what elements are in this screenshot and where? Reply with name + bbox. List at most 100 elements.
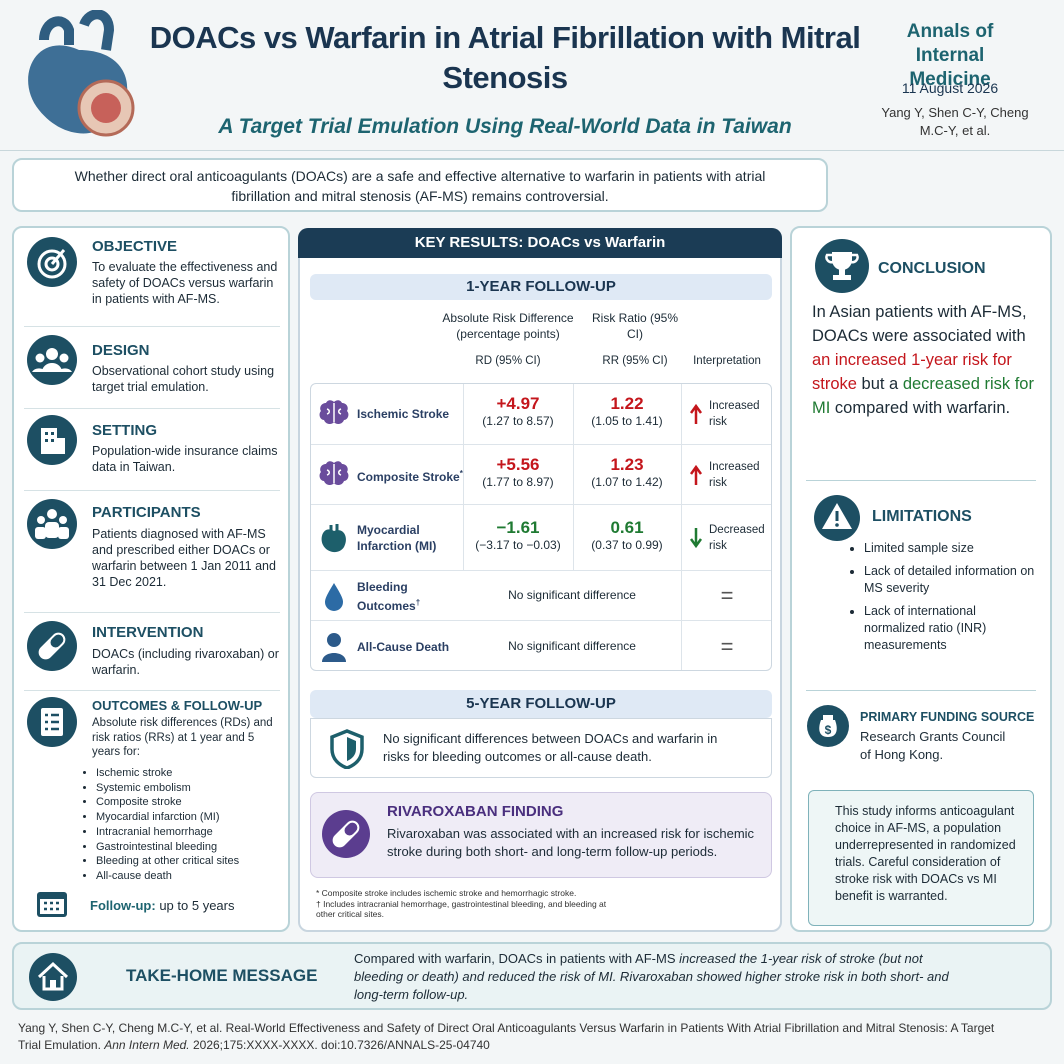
citation: Yang Y, Shen C-Y, Cheng M.C-Y, et al. Re… bbox=[18, 1020, 1018, 1054]
interpretation: Increased risk bbox=[709, 400, 760, 428]
divider bbox=[681, 445, 682, 505]
divider bbox=[0, 150, 1064, 151]
outcome-item: Ischemic stroke bbox=[96, 766, 296, 781]
divider bbox=[681, 384, 682, 444]
outcomes-heading: OUTCOMES & FOLLOW-UP bbox=[92, 698, 263, 713]
rr-header: Risk Ratio (95% CI) bbox=[591, 311, 679, 341]
outcome-item: Gastrointestinal bleeding bbox=[96, 840, 296, 855]
arrow bbox=[689, 463, 703, 487]
divider bbox=[463, 445, 464, 505]
divider bbox=[573, 384, 574, 444]
down-arrow bbox=[689, 528, 703, 549]
participants-icon bbox=[27, 499, 77, 549]
conclusion-decrease: decreased risk for MI bbox=[812, 375, 1034, 417]
divider bbox=[573, 445, 574, 505]
row-name: Ischemic Stroke bbox=[357, 384, 465, 444]
rr-cell: 1.22 (1.05 to 1.41) bbox=[573, 394, 681, 428]
results-title: KEY RESULTS: DOACs vs Warfarin bbox=[298, 228, 782, 258]
results-table: Ischemic Stroke +4.97 (1.27 to 8.57) 1.22 (1… bbox=[310, 383, 772, 671]
objective-icon bbox=[27, 237, 77, 287]
row-name-label: Ischemic Stroke bbox=[357, 407, 450, 421]
footnotes: * Composite stroke includes ischemic str… bbox=[316, 888, 616, 920]
separator bbox=[24, 690, 280, 691]
footnote: * Composite stroke includes ischemic str… bbox=[316, 888, 577, 898]
row-name-text: All-Cause Death bbox=[357, 639, 449, 655]
right-panel: CONCLUSION In Asian patients with AF-MS,… bbox=[790, 226, 1052, 932]
subtitle: A Target Trial Emulation Using Real-Worl… bbox=[218, 115, 792, 138]
row-name-text: Myocardial Infarction (MI) bbox=[357, 522, 465, 554]
interpretation: Decreased risk bbox=[709, 524, 765, 552]
setting-text: Population-wide insurance claims data in… bbox=[92, 444, 278, 474]
take-home-segment: Compared with warfarin, DOACs in patient… bbox=[354, 951, 680, 966]
intervention-text: DOACs (including rivaroxaban) or warfari… bbox=[92, 647, 279, 677]
funding-heading: PRIMARY FUNDING SOURCE bbox=[860, 710, 1035, 724]
title: DOACs vs Warfarin in Atrial Fibrillation… bbox=[149, 20, 861, 95]
conclusion-segment: In Asian patients with AF-MS, DOACs were… bbox=[812, 303, 1027, 345]
take-home-emphasis: increased the 1-year risk of stroke (but… bbox=[354, 951, 949, 1002]
rd-value: −1.61 bbox=[496, 518, 540, 537]
limitation-item: Limited sample size bbox=[864, 540, 1040, 557]
row-name: Bleeding Outcomes† bbox=[357, 571, 465, 621]
funding-text: Research Grants Council of Hong Kong. bbox=[860, 729, 1006, 762]
take-home-heading: TAKE-HOME MESSAGE bbox=[126, 966, 318, 985]
setting-icon bbox=[27, 415, 77, 465]
calendar-icon bbox=[37, 892, 67, 917]
trophy-icon bbox=[815, 239, 869, 293]
rd-ci: (1.27 to 8.57) bbox=[482, 414, 554, 428]
rr-sub: RR (95% CI) bbox=[602, 355, 668, 367]
results-panel: KEY RESULTS: DOACs vs Warfarin 1-YEAR FO… bbox=[298, 228, 782, 932]
icon bbox=[322, 633, 346, 662]
outcome-item: Systemic embolism bbox=[96, 781, 296, 796]
funding-icon: $ bbox=[807, 705, 849, 747]
limitations-list: Limited sample size Lack of detailed info… bbox=[850, 540, 1040, 660]
five-year-text: No significant differences between DOACs… bbox=[383, 731, 718, 764]
design-text: Observational cohort study using target … bbox=[92, 364, 275, 394]
objective-heading: OBJECTIVE bbox=[92, 238, 178, 255]
row-name-marker: * bbox=[459, 468, 463, 478]
row-icon bbox=[317, 632, 351, 664]
rivaroxaban-box: RIVAROXABAN FINDING Rivaroxaban was asso… bbox=[310, 792, 772, 878]
conclusion-segment: but a bbox=[856, 375, 903, 393]
rd-sub: RD (95% CI) bbox=[475, 355, 541, 367]
intervention-heading: INTERVENTION bbox=[92, 624, 204, 641]
outcome-item: All-cause death bbox=[96, 869, 296, 884]
row-icon bbox=[317, 399, 351, 431]
left-panel: OBJECTIVE To evaluate the effectiveness … bbox=[12, 226, 290, 932]
divider bbox=[573, 505, 574, 571]
outcome-item: Composite stroke bbox=[96, 795, 296, 810]
outcome-item: Intracranial hemorrhage bbox=[96, 825, 296, 840]
outcome-item: Bleeding at other critical sites bbox=[96, 854, 296, 869]
row-name: All-Cause Death bbox=[357, 621, 465, 670]
design-heading: DESIGN bbox=[92, 342, 150, 359]
row-name: Myocardial Infarction (MI) bbox=[357, 505, 465, 571]
row-name-label: Myocardial Infarction (MI) bbox=[357, 523, 437, 553]
intro: Whether direct oral anticoagulants (DOAC… bbox=[12, 158, 828, 212]
separator bbox=[806, 480, 1036, 481]
row-icon bbox=[317, 460, 351, 492]
arrow bbox=[689, 402, 703, 426]
result-row: Bleeding Outcomes† No significant differe… bbox=[311, 570, 771, 621]
interpretation-sub: Interpretation bbox=[693, 355, 761, 367]
journal: Annals of Internal Medicine bbox=[906, 21, 994, 90]
footnote: † Includes intracranial hemorrhage, gast… bbox=[316, 898, 607, 920]
separator bbox=[24, 408, 280, 409]
limitation-item: Lack of international normalized ratio (… bbox=[864, 603, 1040, 654]
conclusion-increase: an increased 1-year risk for stroke bbox=[812, 351, 1012, 393]
row-name-label: All-Cause Death bbox=[357, 640, 450, 654]
no-difference: No significant difference bbox=[508, 588, 636, 602]
rd-value: +4.97 bbox=[496, 394, 540, 413]
limitations-heading: LIMITATIONS bbox=[872, 508, 972, 525]
authors: Yang Y, Shen C-Y, Cheng M.C-Y, et al. bbox=[881, 105, 1029, 138]
up-arrow bbox=[689, 403, 703, 424]
conclusion-segment: compared with warfarin. bbox=[830, 399, 1011, 417]
row-name-text: Ischemic Stroke bbox=[357, 406, 449, 422]
outcome-item: Myocardial infarction (MI) bbox=[96, 810, 296, 825]
rr-ci: (1.07 to 1.42) bbox=[591, 475, 663, 489]
five-year-heading: 5-YEAR FOLLOW-UP bbox=[310, 690, 772, 718]
separator bbox=[806, 690, 1036, 691]
conclusion-heading: CONCLUSION bbox=[878, 260, 986, 277]
intervention-icon bbox=[27, 621, 77, 671]
row-icon bbox=[317, 523, 351, 555]
rr-cell: 0.61 (0.37 to 0.99) bbox=[573, 518, 681, 552]
followup-value: up to 5 years bbox=[159, 898, 235, 913]
